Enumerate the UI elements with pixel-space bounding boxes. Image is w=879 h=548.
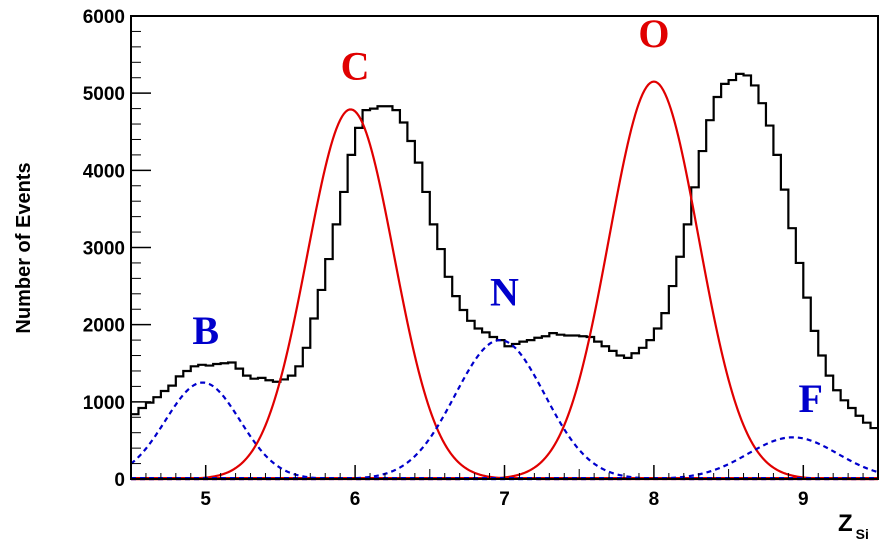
- x-axis-label: Z Si: [838, 510, 869, 542]
- axis-ticks: [130, 15, 879, 480]
- y-tick-label: 5000: [83, 84, 125, 105]
- x-tick-label: 9: [798, 489, 809, 510]
- x-tick-label: 8: [649, 489, 660, 510]
- peak-label-n: N: [490, 269, 519, 314]
- y-tick-label: 6000: [83, 7, 125, 28]
- histogram-series: [131, 72, 878, 430]
- y-tick-label: 3000: [83, 239, 125, 260]
- peak-label-o: O: [638, 11, 669, 56]
- peak-label-f: F: [799, 376, 823, 421]
- peak-labels: B C N O F: [192, 11, 823, 421]
- x-tick-label: 6: [350, 489, 361, 510]
- x-axis-label-subscript: Si: [856, 526, 869, 542]
- tick-labels: 5 6 7 8 9 0 1000 2000 3000 4000 5000 6000: [83, 7, 809, 510]
- y-axis-label: Number of Events: [13, 162, 35, 333]
- y-tick-label: 2000: [83, 316, 125, 337]
- y-tick-label: 1000: [83, 393, 125, 414]
- peak-label-c: C: [341, 43, 370, 88]
- y-tick-label: 4000: [83, 161, 125, 182]
- x-tick-label: 5: [200, 489, 211, 510]
- x-tick-label: 7: [499, 489, 510, 510]
- y-tick-label: 0: [114, 470, 125, 491]
- peak-label-b: B: [192, 308, 219, 353]
- x-axis-label-main: Z: [838, 510, 853, 537]
